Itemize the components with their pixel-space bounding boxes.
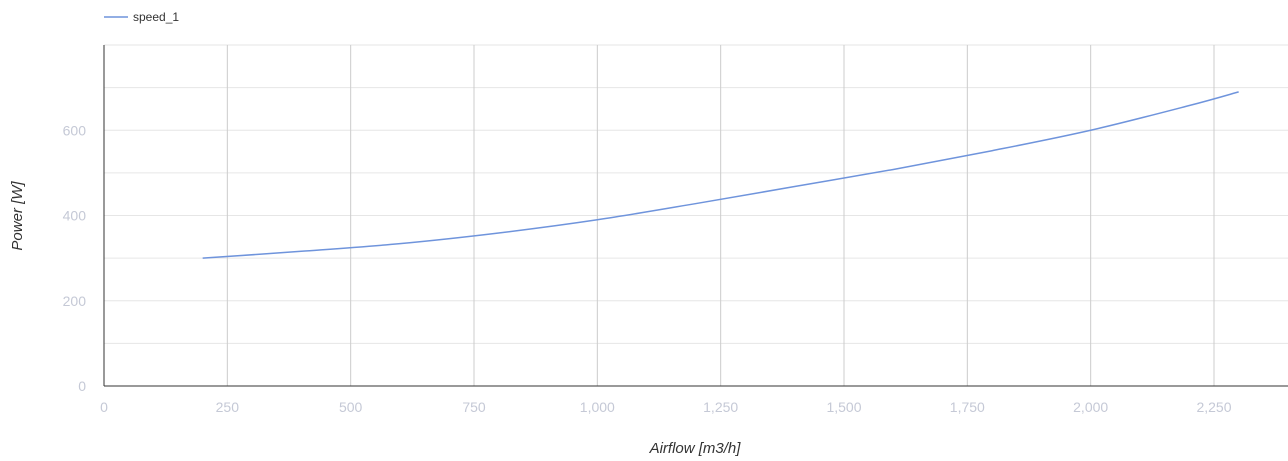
y-tick-label: 200: [63, 293, 87, 309]
y-tick-label: 0: [78, 378, 86, 394]
gridlines: [104, 44, 1288, 386]
x-tick-label: 500: [339, 399, 363, 415]
x-tick-label: 1,500: [826, 399, 861, 415]
y-axis-title: Power [W]: [9, 181, 26, 251]
legend-label-speed-1: speed_1: [133, 10, 179, 24]
x-tick-label: 250: [216, 399, 240, 415]
legend: speed_1: [104, 10, 179, 24]
x-axis-tick-labels: 0 250 500 750 1,000 1,250 1,500 1,750 2,000 2,250: [100, 399, 1232, 415]
x-tick-label: 0: [100, 399, 108, 415]
axes: [103, 45, 1288, 387]
x-tick-label: 1,750: [950, 399, 985, 415]
x-tick-label: 2,000: [1073, 399, 1108, 415]
series-layer: [202, 91, 1239, 259]
x-tick-label: 1,250: [703, 399, 738, 415]
y-axis-tick-labels: 0 200 400 600: [63, 122, 87, 394]
x-tick-label: 2,250: [1196, 399, 1231, 415]
x-axis-title: Airflow [m3/h]: [649, 440, 742, 457]
y-tick-label: 400: [63, 208, 87, 224]
x-tick-label: 1,000: [580, 399, 615, 415]
y-tick-label: 600: [63, 122, 87, 138]
series-line-speed-1: [202, 91, 1239, 259]
x-tick-label: 750: [462, 399, 486, 415]
